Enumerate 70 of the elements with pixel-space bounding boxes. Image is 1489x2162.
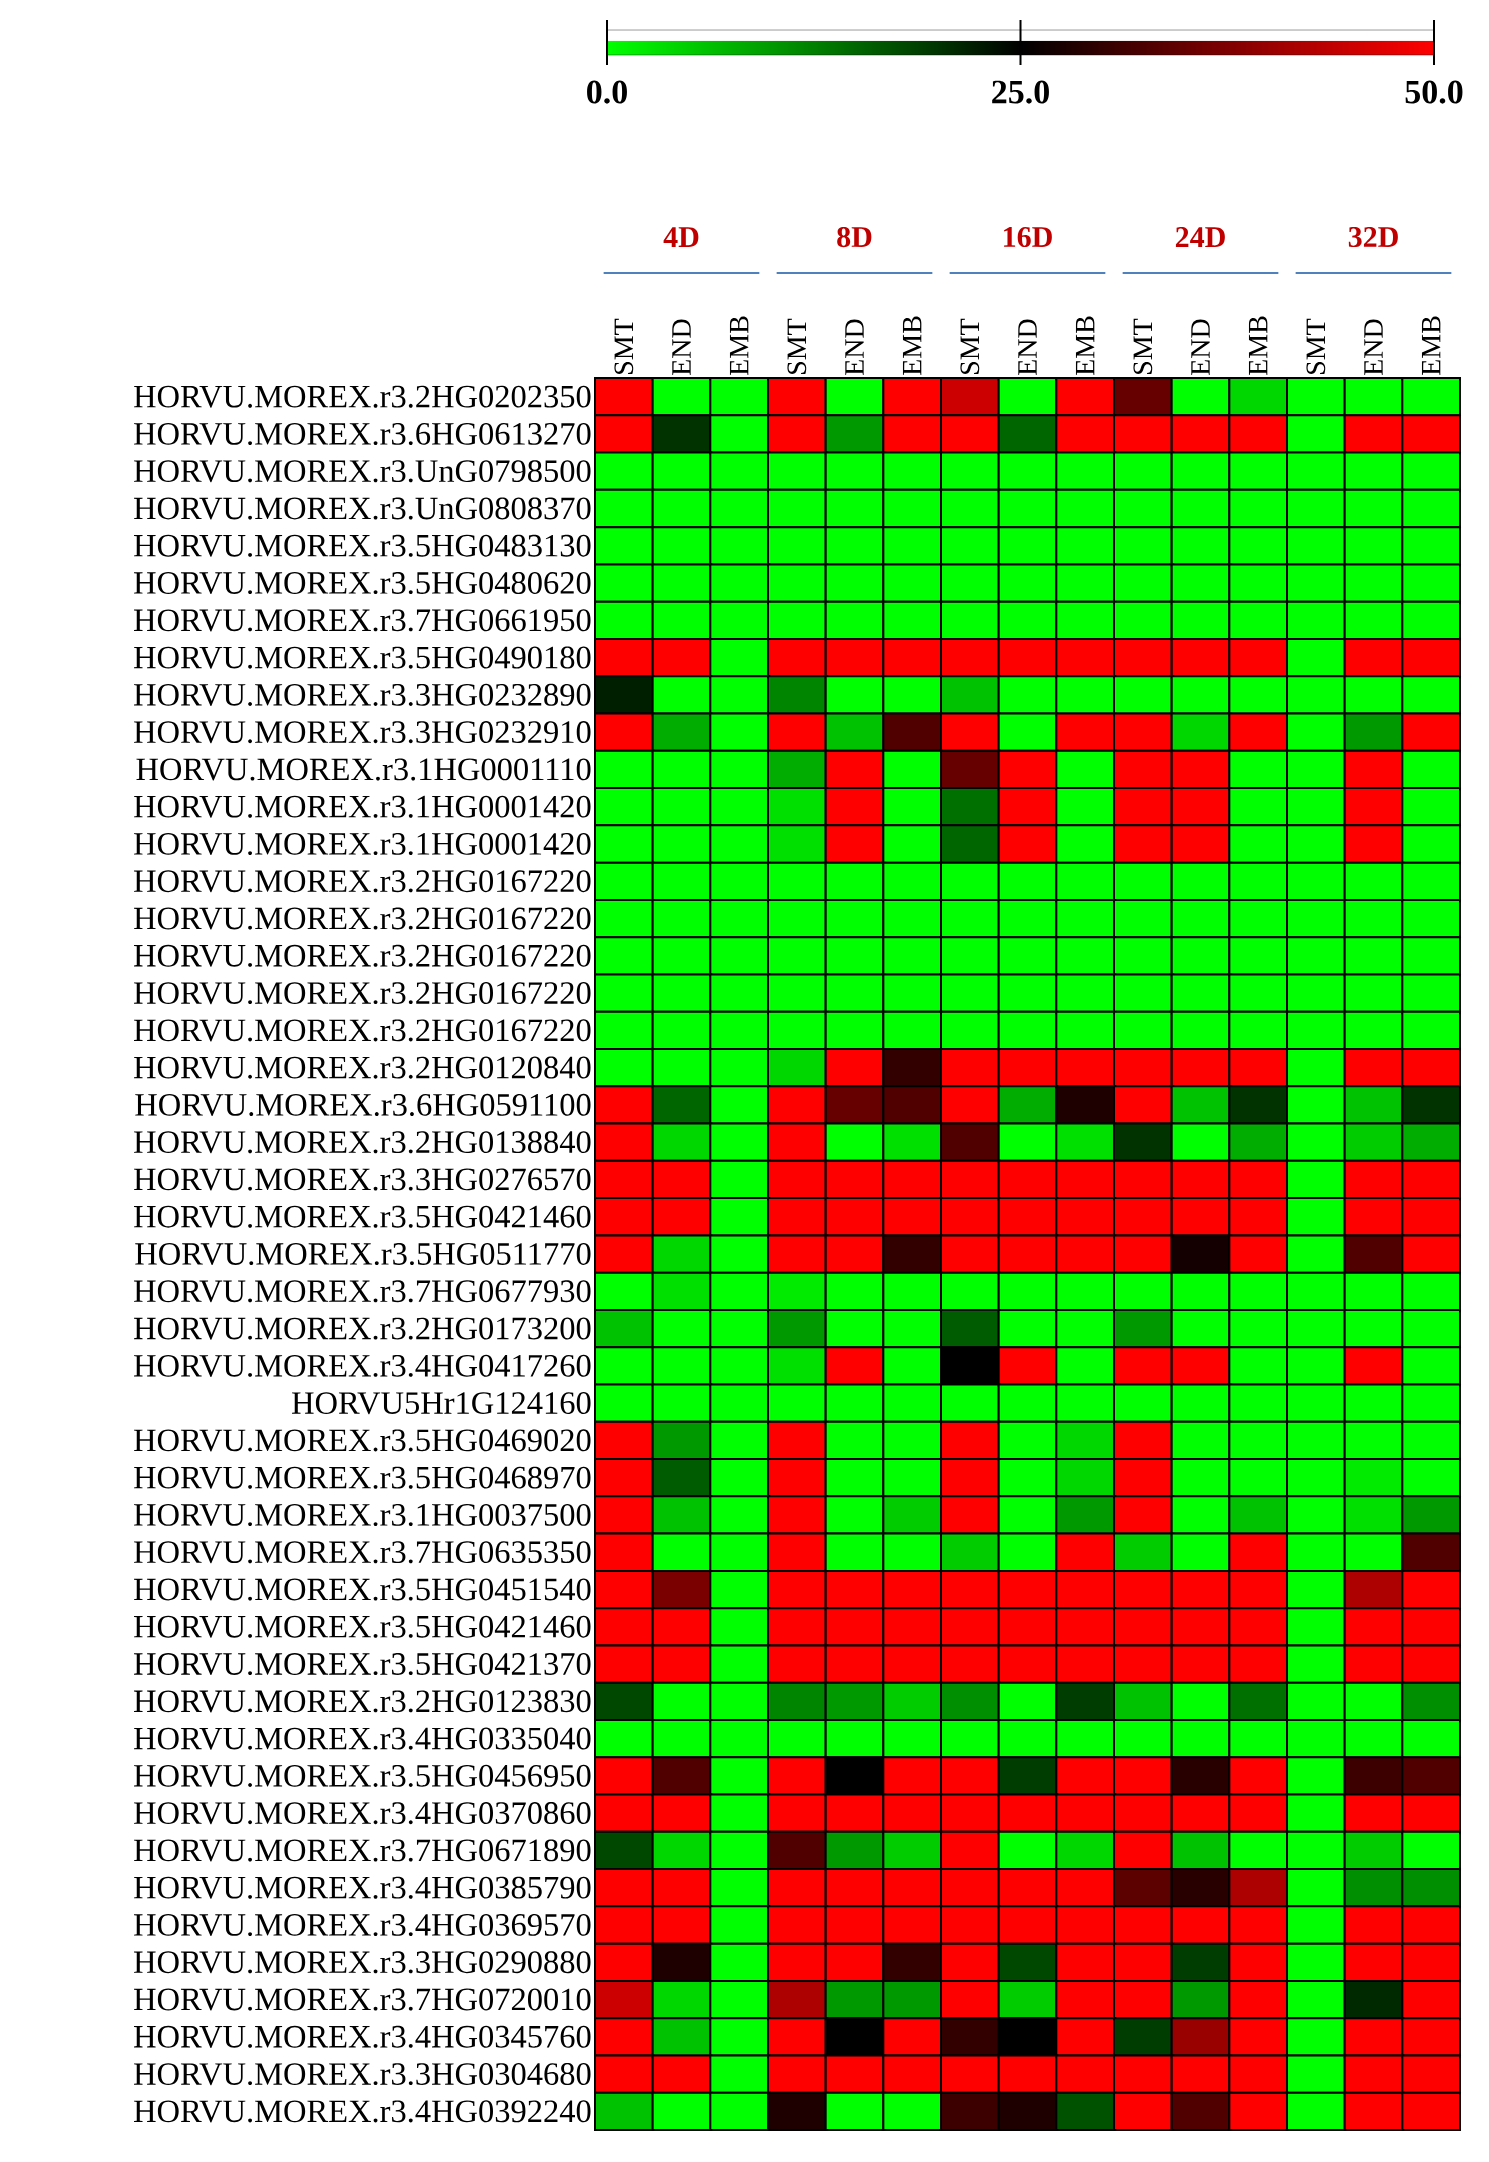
y-tick-label: HORVU.MOREX.r3.1HG0001110 [136,758,591,781]
y-tick-label: HORVU.MOREX.r3.2HG0167220 [134,1019,591,1042]
y-tick-label: HORVU5Hr1G124160 [292,1392,591,1415]
y-tick-label: HORVU.MOREX.r3.5HG0421460 [134,1615,591,1638]
y-tick-label: HORVU.MOREX.r3.6HG0613270 [134,422,591,445]
y-tick-label: HORVU.MOREX.r3.2HG0167220 [134,982,591,1005]
x-tick-label: EMB [729,316,749,376]
x-tick-label: EMB [1248,316,1268,376]
y-tick-label: HORVU.MOREX.r3.5HG0511770 [135,1242,591,1266]
x-tick-label: END [1018,319,1037,376]
y-tick-label: HORVU.MOREX.r3.UnG0798500 [134,460,591,483]
y-tick-label: HORVU.MOREX.r3.7HG0671890 [134,1839,591,1862]
y-tick-label: HORVU.MOREX.r3.6HG0591100 [135,1093,591,1116]
text: 8D [837,226,872,248]
y-tick-label: HORVU.MOREX.r3.7HG0635350 [134,1541,591,1564]
x-tick-label: SMT [1133,318,1153,374]
y-tick-label: HORVU.MOREX.r3.4HG0385790 [134,1876,591,1899]
y-tick-label: HORVU.MOREX.r3.5HG0421460 [134,1205,591,1228]
color-bar-label: 50.0 [1405,80,1463,104]
text: 4D [663,227,699,247]
y-tick-label: HORVU.MOREX.r3.4HG0370860 [134,1802,591,1825]
y-tick-label: HORVU.MOREX.r3.3HG0304680 [134,2063,591,2086]
y-tick-label: HORVU.MOREX.r3.5HG0483130 [134,534,591,557]
y-tick-label: HORVU.MOREX.r3.4HG0335040 [134,1727,591,1750]
y-tick-label: HORVU.MOREX.r3.4HG0345760 [134,2025,591,2048]
y-tick-label: HORVU.MOREX.r3.2HG0202350 [134,385,591,408]
y-tick-label: HORVU.MOREX.r3.2HG0167220 [134,944,591,967]
color-bar-label: 25.0 [992,80,1049,104]
x-tick-label: EMB [1075,316,1095,376]
y-tick-label: HORVU.MOREX.r3.5HG0421370 [134,1653,591,1676]
text: 16D [1004,226,1052,248]
color-bar-label: 0.0 [587,80,627,104]
y-tick-label: HORVU.MOREX.r3.5HG0480620 [134,572,591,595]
y-tick-label: HORVU.MOREX.r3.2HG0167220 [134,907,591,930]
x-tick-label: EMB [902,316,922,376]
x-tick-label: END [672,319,691,376]
y-tick-label: HORVU.MOREX.r3.2HG0120840 [134,1056,591,1079]
y-tick-label: HORVU.MOREX.r3.4HG0369570 [134,1913,591,1937]
y-tick-label: HORVU.MOREX.r3.5HG0490180 [134,646,591,669]
y-tick-label: HORVU.MOREX.r3.UnG0808370 [134,497,591,520]
y-tick-label: HORVU.MOREX.r3.5HG0468970 [134,1466,591,1489]
y-tick-label: HORVU.MOREX.r3.3HG0290880 [134,1951,591,1974]
y-tick-label: HORVU.MOREX.r3.2HG0138840 [134,1131,591,1154]
y-tick-label: HORVU.MOREX.r3.3HG0232890 [134,683,591,706]
y-tick-label: HORVU.MOREX.r3.7HG0677930 [134,1280,591,1303]
x-tick-label: END [1191,319,1210,376]
x-tick-label: SMT [787,318,807,374]
y-tick-label: HORVU.MOREX.r3.5HG0451540 [134,1578,591,1601]
x-tick-label: END [845,319,864,376]
y-tick-label: HORVU.MOREX.r3.5HG0469020 [134,1429,591,1452]
text: 24D [1175,227,1225,248]
y-tick-label: HORVU.MOREX.r3.2HG0173200 [134,1317,591,1340]
x-tick-label: SMT [1306,318,1326,374]
y-tick-label: HORVU.MOREX.r3.1HG0037500 [134,1503,591,1527]
y-tick-label: HORVU.MOREX.r3.5HG0456950 [134,1764,591,1787]
y-tick-label: HORVU.MOREX.r3.7HG0661950 [134,609,591,632]
y-tick-label: HORVU.MOREX.r3.1HG0001420 [134,832,591,856]
y-tick-label: HORVU.MOREX.r3.4HG0392240 [134,2100,591,2123]
y-tick-label: HORVU.MOREX.r3.3HG0232910 [134,721,591,744]
y-tick-label: HORVU.MOREX.r3.3HG0276570 [134,1168,591,1191]
x-tick-label: END [1364,319,1383,376]
x-tick-label: SMT [614,318,634,374]
y-tick-label: HORVU.MOREX.r3.2HG0167220 [134,870,591,893]
x-tick-label: EMB [1421,316,1441,376]
text: 32D [1348,226,1398,248]
y-tick-label: HORVU.MOREX.r3.1HG0001420 [134,795,591,818]
y-tick-label: HORVU.MOREX.r3.2HG0123830 [134,1690,591,1713]
y-tick-label: HORVU.MOREX.r3.7HG0720010 [134,1988,591,2011]
x-tick-label: SMT [960,318,980,374]
y-tick-label: HORVU.MOREX.r3.4HG0417260 [134,1354,591,1377]
